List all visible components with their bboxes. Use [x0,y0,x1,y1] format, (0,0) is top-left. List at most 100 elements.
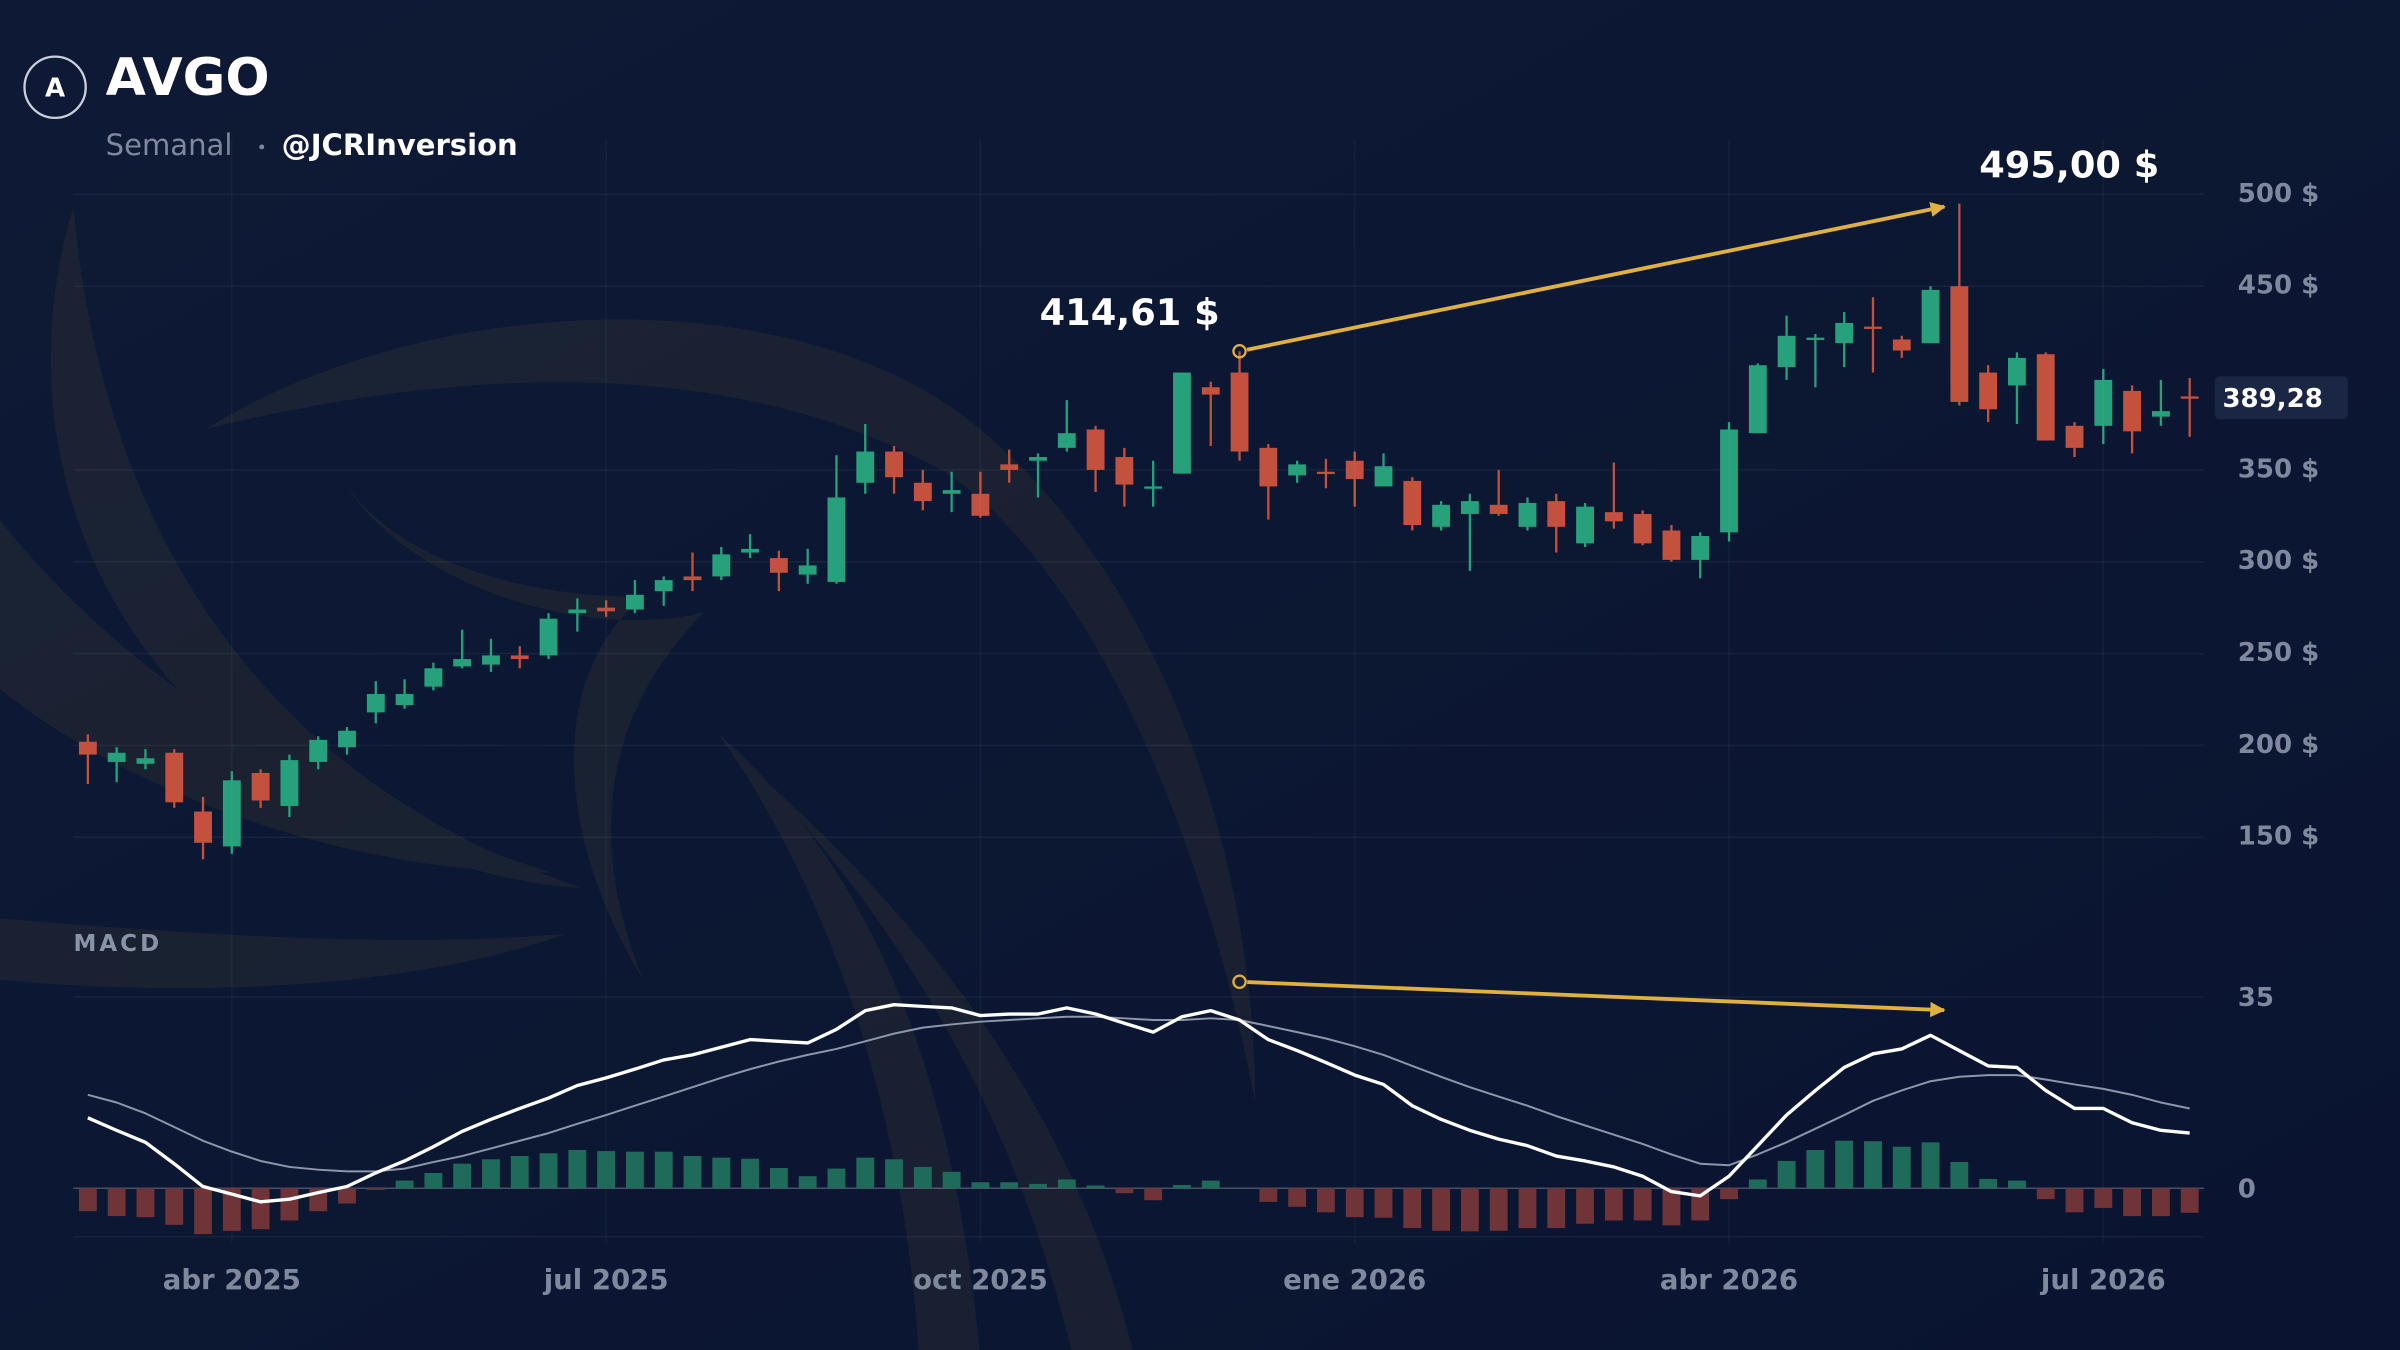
histogram-bar [1403,1188,1422,1229]
x-tick-label: ene 2026 [1283,1264,1426,1296]
candle-body [1489,504,1508,514]
histogram-bar [1432,1188,1451,1231]
annotation-arrow [1247,980,1946,1018]
histogram-bar [683,1156,702,1189]
candle-body [597,607,616,612]
candle-body [712,554,731,577]
histogram-bar [165,1188,184,1225]
candle-body [539,618,558,656]
histogram-bar [597,1151,616,1189]
candle-body [1604,512,1623,522]
histogram-bar [424,1172,443,1189]
candle-body [1201,387,1220,395]
histogram-bar [482,1159,500,1189]
candle-body [194,811,212,843]
histogram-bar [2151,1188,2170,1217]
candle-body [913,482,932,502]
candle-body [2036,354,2055,441]
candle-body [1432,504,1451,527]
candle-body [1518,502,1537,527]
histogram-bar [2065,1188,2084,1213]
histogram-bar [1345,1188,1364,1218]
candle-body [1864,326,1882,329]
annotation-label: 495,00 $ [1979,143,2159,186]
histogram-bar [539,1153,558,1189]
histogram-bar [1144,1188,1163,1201]
histogram-bar [510,1156,529,1189]
candle-body [222,780,241,847]
last-price-tag [2214,376,2348,420]
candle-body [1029,457,1047,461]
histogram-bar [280,1188,299,1221]
histogram-bar [1316,1188,1335,1213]
candle-body [1777,335,1796,368]
histogram-bar [1748,1179,1767,1189]
histogram-bar [1374,1188,1393,1218]
candle-body [1259,447,1278,487]
y-tick-label: 150 $ [2238,822,2319,852]
histogram-bar [885,1159,903,1189]
histogram-bar [1086,1185,1105,1189]
candle-body [1720,429,1738,533]
candle-body [798,565,817,575]
histogram-bar [1489,1188,1508,1231]
candle-body [568,609,587,614]
histogram-bar [712,1157,731,1189]
candle-body [1547,501,1566,527]
histogram-bar [395,1180,414,1189]
candle-body [251,772,270,801]
candle-body [1806,337,1825,340]
candle-body [741,548,760,553]
candle-body [395,693,414,705]
histogram-bar [338,1188,356,1204]
candle-body [165,752,184,803]
histogram-bar [1057,1179,1076,1189]
logo-text: A [45,73,65,103]
histogram-bar [2123,1188,2142,1217]
histogram-bar [1892,1146,1911,1189]
histogram-bar [1720,1188,1738,1200]
macd-line [87,1015,2190,1173]
candle-body [1057,433,1076,448]
candle-body [2008,357,2026,386]
annotation-arrow [1246,201,1946,352]
histogram-bar [1259,1188,1278,1202]
candle-body [1288,464,1307,476]
timeframe: Semanal [106,128,233,162]
candle-body [136,758,155,764]
candle-body [309,739,328,762]
histogram-bar [2094,1188,2113,1208]
histogram-bar [1777,1160,1796,1189]
histogram-bar [251,1188,270,1230]
histogram-bar [1921,1142,1940,1189]
histogram-bar [1633,1188,1652,1221]
histogram-bar [2036,1188,2055,1200]
histogram-bar [1201,1180,1220,1189]
macd-line [87,1003,2190,1204]
histogram-bar [1547,1188,1566,1229]
candle-body [482,655,500,665]
histogram-bar [856,1157,875,1189]
candle-body [1086,429,1105,470]
histogram-bar [1662,1188,1681,1226]
candle-body [2065,425,2084,448]
histogram-bar [913,1166,932,1189]
candle-body [1576,506,1594,544]
annotation-point [1232,974,1247,990]
candle-body [2123,390,2142,432]
x-tick-label: jul 2025 [543,1264,669,1296]
candle-body [1950,286,1969,402]
candle-body [1173,372,1191,474]
candle-body [1000,464,1019,470]
candle-body [280,760,299,807]
candle-body [654,580,673,592]
candle-body [1230,372,1249,452]
histogram-bar [1000,1182,1019,1189]
candle-body [1633,513,1652,544]
candle-body [1374,466,1393,487]
candle-body [1316,471,1335,475]
candle-body [1144,486,1163,489]
candle-body [1115,457,1134,485]
candle-body [1921,289,1940,344]
